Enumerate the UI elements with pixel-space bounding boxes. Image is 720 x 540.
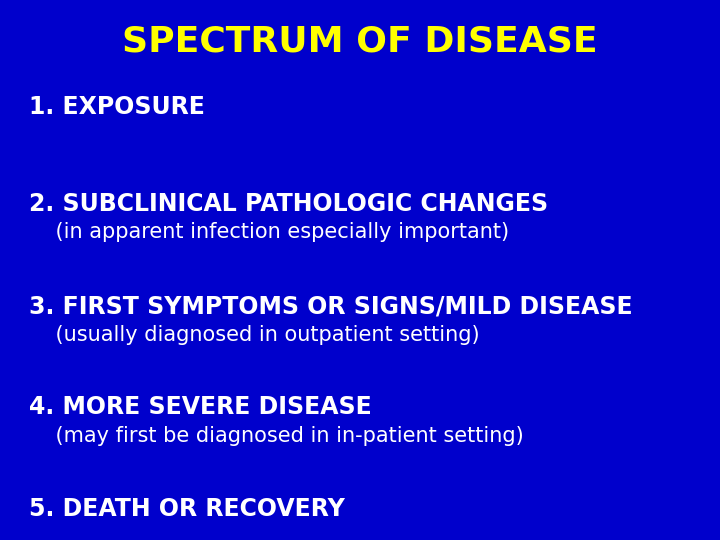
- Text: (usually diagnosed in outpatient setting): (usually diagnosed in outpatient setting…: [29, 325, 480, 345]
- Text: 2. SUBCLINICAL PATHOLOGIC CHANGES: 2. SUBCLINICAL PATHOLOGIC CHANGES: [29, 192, 548, 215]
- Text: (may first be diagnosed in in-patient setting): (may first be diagnosed in in-patient se…: [29, 426, 523, 446]
- Text: 1. EXPOSURE: 1. EXPOSURE: [29, 94, 204, 118]
- Text: SPECTRUM OF DISEASE: SPECTRUM OF DISEASE: [122, 24, 598, 58]
- Text: 3. FIRST SYMPTOMS OR SIGNS/MILD DISEASE: 3. FIRST SYMPTOMS OR SIGNS/MILD DISEASE: [29, 294, 632, 318]
- Text: 5. DEATH OR RECOVERY: 5. DEATH OR RECOVERY: [29, 497, 345, 521]
- Text: 4. MORE SEVERE DISEASE: 4. MORE SEVERE DISEASE: [29, 395, 372, 419]
- Text: (in apparent infection especially important): (in apparent infection especially import…: [29, 222, 509, 242]
